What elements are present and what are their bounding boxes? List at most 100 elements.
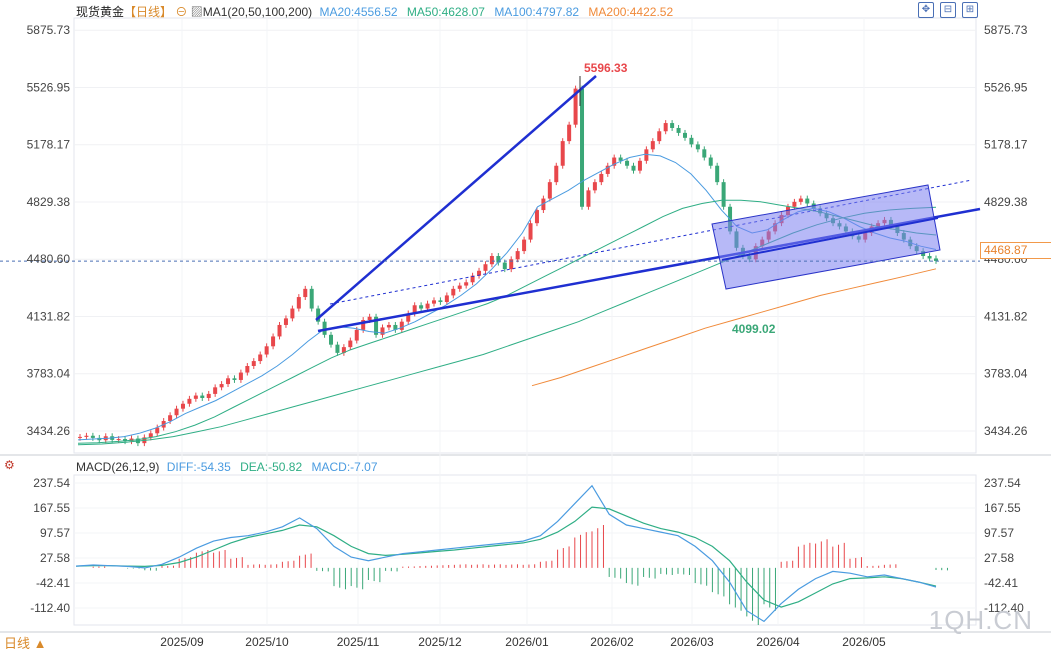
- candle-body: [464, 282, 469, 286]
- candle: [682, 129, 687, 141]
- macd-tick-right: -112.40: [984, 601, 1024, 615]
- candle-body: [309, 288, 314, 309]
- candle-body: [934, 258, 938, 261]
- candle-body: [592, 182, 597, 191]
- macd-tick-right: 97.57: [984, 526, 1014, 540]
- candle-body: [238, 372, 243, 380]
- candle-body: [219, 384, 224, 388]
- macd-diff-value: DIFF:-54.35: [166, 460, 231, 474]
- candle-body: [258, 354, 263, 362]
- candle: [592, 179, 597, 194]
- candle: [528, 220, 533, 243]
- current-price-tag: 4468.87: [980, 242, 1051, 259]
- candle-body: [798, 198, 803, 202]
- time-tick-label: 2026/05: [842, 635, 886, 649]
- candle: [193, 392, 198, 402]
- candle-body: [670, 123, 675, 128]
- candle-body: [470, 275, 475, 283]
- candle: [547, 179, 552, 202]
- candle: [419, 302, 424, 312]
- candle-body: [547, 182, 552, 199]
- macd-tick-right: -42.41: [984, 576, 1018, 590]
- candle: [451, 285, 456, 299]
- candle-body: [489, 256, 494, 265]
- candle-body: [329, 334, 334, 345]
- price-tick-left: 4829.38: [27, 195, 71, 209]
- candle: [374, 313, 379, 338]
- ma50-value: MA50:4628.07: [406, 5, 485, 19]
- candle: [457, 282, 462, 292]
- candle: [329, 331, 334, 348]
- candle-body: [650, 141, 655, 150]
- price-tick-left: 4131.82: [27, 309, 71, 323]
- period-button[interactable]: 日线 ▲: [4, 636, 47, 651]
- ma200-value: MA200:4422.52: [588, 5, 674, 19]
- candle: [90, 432, 95, 441]
- price-tick-left: 4480.60: [27, 252, 71, 266]
- price-tick-left: 5875.73: [27, 23, 71, 37]
- candle-body: [927, 256, 932, 259]
- macd-dea-value: DEA:-50.82: [240, 460, 303, 474]
- period-label[interactable]: 【日线】: [124, 5, 173, 19]
- macd-legend: MACD(26,12,9) DIFF:-54.35 DEA:-50.82 MAC…: [76, 460, 378, 474]
- candle: [309, 285, 314, 312]
- candle: [155, 424, 160, 437]
- candle: [431, 297, 436, 307]
- macd-panel-frame: [73, 474, 977, 626]
- candle-body: [180, 403, 185, 409]
- price-tick-right: 5526.95: [984, 80, 1028, 94]
- macd-diff-line: [75, 484, 937, 623]
- ma-toggle-icon[interactable]: ⊖: [175, 5, 188, 19]
- candle-body: [522, 239, 527, 252]
- indicator-icon[interactable]: ▨: [190, 5, 203, 19]
- candle: [927, 253, 932, 262]
- time-tick-label: 2026/02: [590, 635, 634, 649]
- candle-body: [213, 387, 218, 394]
- peak-annotation: 5596.33: [584, 61, 628, 75]
- candle: [644, 146, 649, 164]
- candle-body: [374, 316, 379, 335]
- macd-label: MACD(26,12,9): [76, 460, 160, 474]
- candle-body: [580, 88, 585, 207]
- candle-body: [689, 137, 694, 145]
- price-channel: [711, 184, 941, 290]
- candle: [226, 375, 231, 388]
- candle-body: [431, 300, 436, 304]
- candle-body: [155, 427, 160, 434]
- candle-body: [206, 393, 211, 399]
- candle-body: [187, 398, 192, 404]
- price-tick-left: 5178.17: [27, 138, 71, 152]
- zoom-out-icon[interactable]: ⊟: [940, 2, 956, 18]
- candle-body: [541, 198, 546, 211]
- candle-body: [232, 378, 237, 380]
- candle-body: [792, 201, 797, 207]
- candle: [560, 138, 565, 169]
- candle-body: [393, 324, 398, 330]
- time-tick-label: 2025/11: [337, 635, 380, 649]
- candle: [715, 162, 720, 186]
- candle: [316, 305, 321, 325]
- candle-body: [200, 395, 205, 399]
- candle-body: [657, 131, 662, 142]
- candle-body: [612, 157, 617, 166]
- candle: [219, 381, 224, 391]
- candle-body: [412, 305, 417, 314]
- candle: [541, 195, 546, 214]
- fit-screen-icon[interactable]: ✥: [918, 2, 934, 18]
- candle: [354, 326, 359, 344]
- candle-body: [116, 439, 121, 441]
- candle: [322, 318, 327, 338]
- price-tick-left: 3434.26: [27, 424, 71, 438]
- candle-body: [367, 316, 372, 321]
- gear-icon[interactable]: ⚙: [4, 458, 15, 472]
- candle: [631, 162, 636, 174]
- candle-body: [573, 88, 578, 125]
- candle-body: [515, 251, 520, 260]
- candle: [515, 248, 520, 263]
- zoom-in-icon[interactable]: ⊞: [962, 2, 978, 18]
- candle: [245, 363, 250, 376]
- candle-body: [702, 149, 707, 158]
- candle: [335, 341, 340, 356]
- candle-body: [708, 157, 713, 166]
